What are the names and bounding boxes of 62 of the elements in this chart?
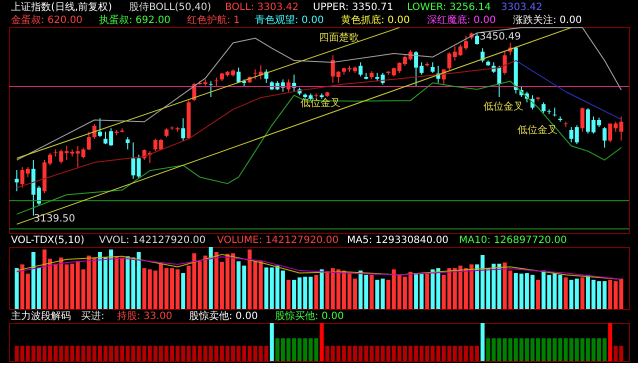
candlestick (358, 62, 363, 77)
annotation: 低位金叉 (517, 124, 558, 136)
bar (136, 252, 141, 309)
bar (370, 274, 374, 309)
text: MA10: 126897720.00 (459, 235, 567, 246)
candlestick (475, 32, 480, 46)
bar (580, 277, 584, 309)
text: 黄色抓底: 0.00 (341, 14, 410, 26)
text: 深红魔底: 0.00 (427, 14, 496, 26)
candlestick (430, 62, 435, 74)
text: 买进: (81, 310, 104, 322)
candlestick (542, 102, 546, 114)
candlestick (136, 154, 141, 179)
bar (286, 280, 290, 309)
annotation: 四面楚歌 (319, 31, 359, 44)
text: UPPER: 3350.71 (313, 2, 394, 13)
bar (536, 280, 540, 309)
bar (425, 273, 430, 309)
text: 持股: 33.00 (117, 310, 172, 322)
annotation: 3450.49 (480, 32, 521, 43)
candlestick (502, 51, 507, 76)
candlestick (480, 48, 485, 63)
bar (14, 268, 19, 309)
bar (380, 278, 385, 309)
bar (320, 269, 324, 309)
bar (181, 273, 186, 309)
text: LOWER: 3256.14 (407, 2, 491, 13)
candlestick (264, 68, 268, 84)
text: VOLUME: 142127920.00 (217, 235, 339, 246)
candlestick (602, 126, 607, 148)
text: 股侍BOLL(50,40) (129, 1, 212, 13)
text: VOL-TDX(5,10) (11, 235, 84, 246)
text: 执蛋叔: 692.00 (99, 14, 171, 26)
text: 主力波段解码 (11, 310, 71, 322)
text: 红色护航: 1 (187, 14, 240, 26)
candlestick (236, 67, 241, 84)
bar (208, 247, 213, 309)
annotation: 3139.50 (34, 214, 76, 225)
candlestick (86, 131, 91, 151)
text: VVOL: 142127920.00 (99, 235, 206, 246)
candlestick (98, 118, 102, 138)
candlestick (14, 170, 19, 192)
bar (375, 280, 380, 309)
text: 青色观望: 0.00 (255, 14, 324, 26)
text: BOLL: 3303.42 (225, 2, 299, 13)
candlestick (580, 107, 584, 132)
text: MA5: 129330840.00 (347, 235, 449, 246)
bar (564, 277, 568, 309)
annotation: 低位金叉 (300, 97, 340, 110)
text: 股惊买他: 0.00 (275, 310, 344, 322)
text: 金蛋叔: 620.00 (11, 14, 83, 26)
text: 3303.42 (501, 2, 542, 13)
candlestick (131, 142, 136, 180)
text: 股惊卖他: 0.00 (189, 310, 258, 322)
bar (258, 261, 263, 309)
chart-title: 上证指数(日线,前复权) (11, 1, 112, 13)
candlestick (181, 118, 186, 142)
candlestick (126, 136, 130, 150)
text: 涨跌关注: 0.00 (513, 14, 582, 26)
bar (314, 274, 318, 309)
annotation: 低位金叉 (483, 100, 524, 112)
candlestick (552, 107, 557, 117)
